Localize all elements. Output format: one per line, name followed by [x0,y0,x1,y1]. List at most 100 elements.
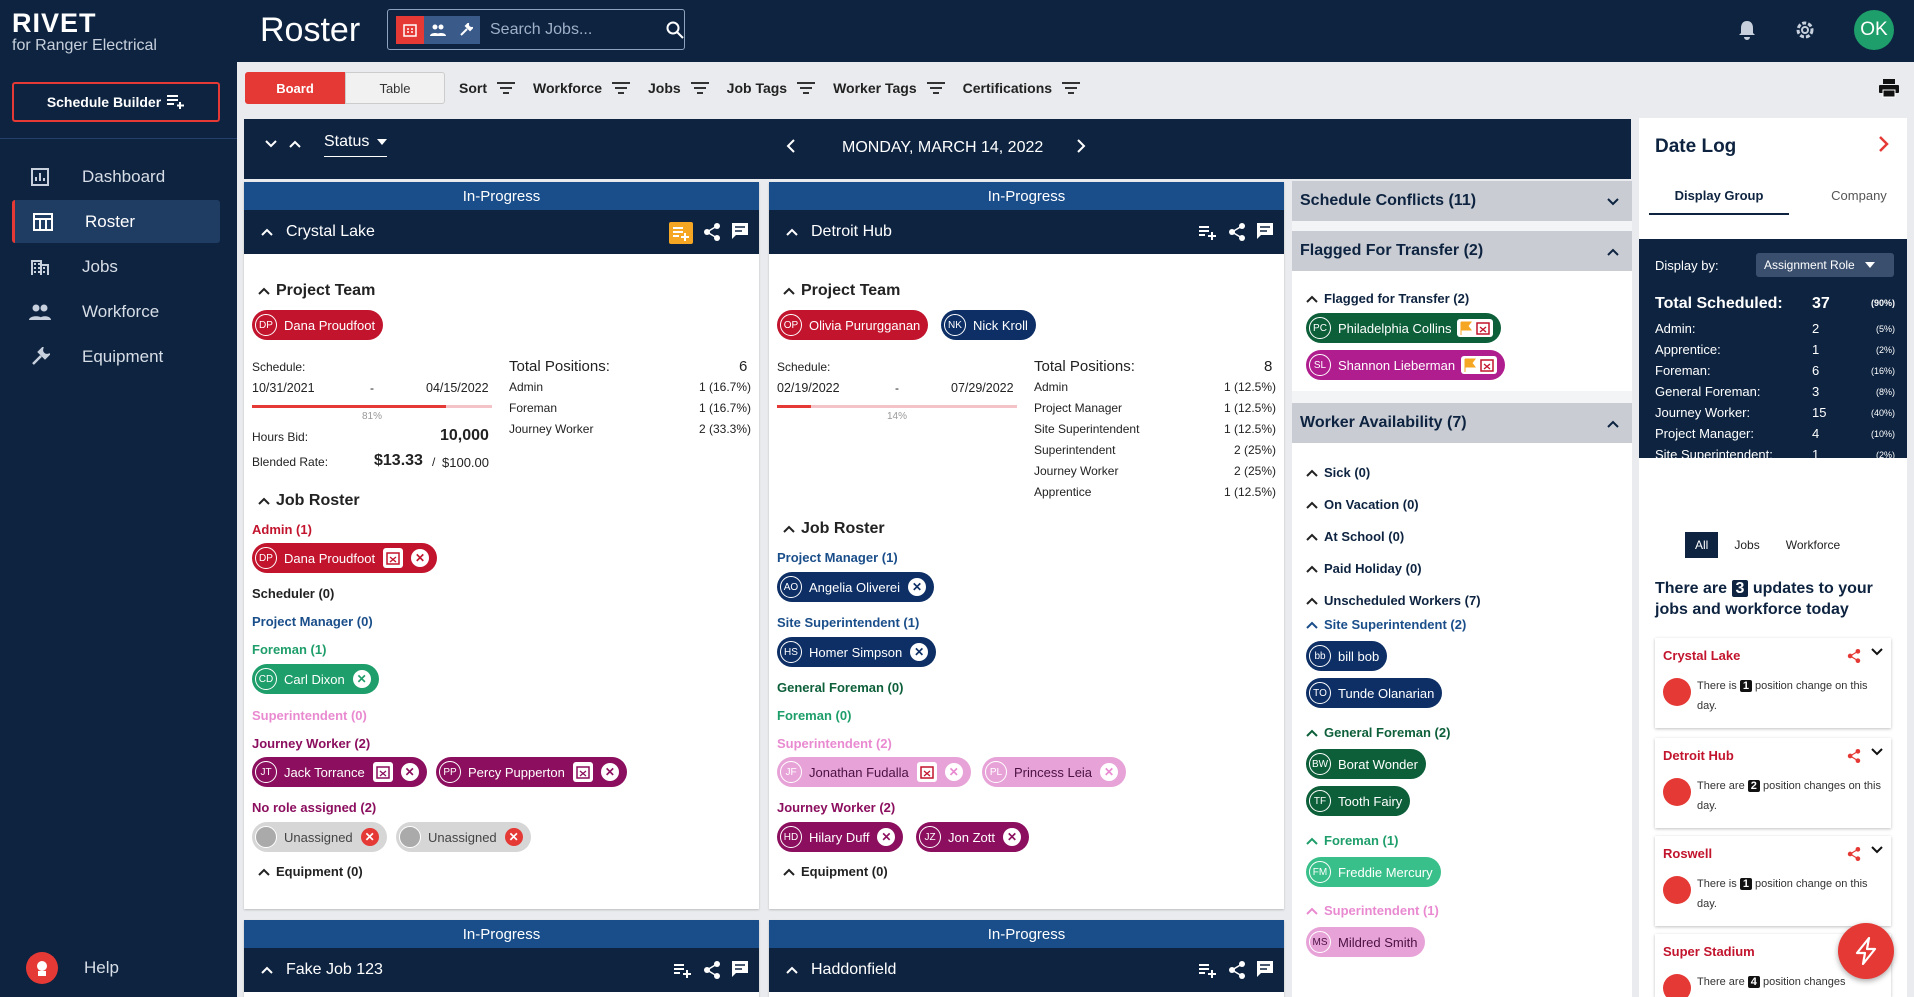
worker-chip[interactable]: JF Jonathan Fudalla ✕ [777,757,971,787]
status-dropdown[interactable]: Status [324,133,388,157]
comment-icon[interactable] [1256,222,1274,240]
worker-chip[interactable]: TO Tunde Olanarian [1306,678,1443,708]
update-card[interactable]: Roswell There is 1 position change on th… [1655,836,1891,926]
display-by-dropdown[interactable]: Assignment Role [1756,253,1894,277]
remove-icon[interactable]: ✕ [1100,763,1119,781]
add-position-icon[interactable] [1198,960,1218,980]
chevron-up-icon[interactable] [260,965,274,975]
availability-group[interactable]: At School (0) [1306,529,1404,544]
role-group-foreman[interactable]: Foreman (1) [1306,833,1398,848]
worker-chip[interactable]: BW Borat Wonder [1306,749,1426,779]
worker-availability-header[interactable]: Worker Availability (7) [1292,403,1632,443]
expand-all-icon[interactable] [288,139,302,149]
job-roster-header[interactable]: Job Roster [783,520,885,538]
help-link[interactable]: Help [26,952,119,984]
sidebar-item-equipment[interactable]: Equipment [12,335,220,378]
share-icon[interactable] [1847,748,1861,764]
worker-chip[interactable]: DP Dana Proudfoot ✕ [252,543,438,573]
filter-workforce[interactable]: Workforce [1785,538,1841,552]
unassigned-chip[interactable]: Unassigned ✕ [252,822,387,852]
comment-icon[interactable] [1256,960,1274,978]
schedule-conflicts-header[interactable]: Schedule Conflicts (11) [1292,181,1632,221]
worker-chip[interactable]: PP Percy Pupperton ✕ [436,757,627,787]
equipment-header[interactable]: Equipment (0) [258,864,363,879]
flag-calendar-icons[interactable] [1457,319,1494,337]
worker-chip[interactable]: AO Angelia Oliverei ✕ [777,572,935,602]
job-tags-filter[interactable]: Job Tags [727,80,816,96]
chevron-down-icon[interactable] [1871,748,1883,756]
availability-group[interactable]: Paid Holiday (0) [1306,561,1422,576]
wrench-filter-icon[interactable] [452,15,480,44]
gear-icon[interactable] [1794,19,1816,41]
user-avatar[interactable]: OK [1854,10,1894,50]
tab-company[interactable]: Company [1831,188,1887,203]
update-card[interactable]: Crystal Lake There is 1 position change … [1655,638,1891,728]
remove-icon[interactable]: ✕ [352,670,371,688]
chevron-up-icon[interactable] [260,227,274,237]
job-roster-header[interactable]: Job Roster [258,492,360,510]
worker-chip[interactable]: JT Jack Torrance ✕ [252,757,427,787]
flag-calendar-icons[interactable] [1461,356,1498,374]
worker-chip[interactable]: NK Nick Kroll [941,310,1036,340]
job-header[interactable]: Detroit Hub [769,210,1284,254]
calendar-conflict-icon[interactable] [916,762,937,782]
search-icon[interactable] [666,21,684,39]
sidebar-item-roster[interactable]: Roster [12,200,220,243]
comment-icon[interactable] [731,960,749,978]
worker-chip[interactable]: MS Mildred Smith [1306,927,1426,957]
worker-chip[interactable]: FM Freddie Mercury [1306,857,1441,887]
remove-icon[interactable]: ✕ [877,828,896,846]
calendar-conflict-icon[interactable] [372,762,393,782]
sidebar-item-jobs[interactable]: Jobs [12,245,220,288]
role-group-general-foreman[interactable]: General Foreman (2) [1306,725,1450,740]
board-view-button[interactable]: Board [245,72,345,104]
people-filter-icon[interactable] [424,15,452,44]
print-icon[interactable] [1878,78,1900,98]
chevron-right-icon[interactable] [1877,134,1891,154]
worker-tags-filter[interactable]: Worker Tags [833,80,945,96]
remove-icon[interactable]: ✕ [908,578,927,596]
sort-filter[interactable]: Sort [459,80,515,96]
quick-action-button[interactable] [1838,923,1894,979]
worker-chip[interactable]: JZ Jon Zott ✕ [916,822,1029,852]
filter-all[interactable]: All [1685,532,1719,558]
sidebar-item-workforce[interactable]: Workforce [12,290,220,333]
chevron-down-icon[interactable] [1871,846,1883,854]
remove-icon[interactable]: ✕ [910,643,929,661]
remove-icon[interactable]: ✕ [411,549,430,567]
worker-chip[interactable]: SL Shannon Lieberman [1306,350,1506,380]
share-icon[interactable] [1847,648,1861,664]
collapse-all-icon[interactable] [264,139,278,149]
certifications-filter[interactable]: Certifications [963,80,1081,96]
worker-chip[interactable]: TF Tooth Fairy [1306,786,1411,816]
remove-icon[interactable]: ✕ [360,828,379,846]
job-header[interactable]: Haddonfield [769,948,1284,992]
sidebar-item-dashboard[interactable]: Dashboard [12,155,220,198]
worker-chip[interactable]: DP Dana Proudfoot [252,310,384,340]
jobs-filter-icon[interactable] [396,15,424,44]
chevron-right-icon[interactable] [1074,137,1088,155]
project-team-header[interactable]: Project Team [783,282,900,300]
job-header[interactable]: Crystal Lake [244,210,759,254]
chevron-up-icon[interactable] [785,227,799,237]
worker-chip[interactable]: CD Carl Dixon ✕ [252,664,379,694]
availability-group[interactable]: Sick (0) [1306,465,1370,480]
calendar-conflict-icon[interactable] [383,548,404,568]
remove-icon[interactable]: ✕ [504,828,523,846]
remove-icon[interactable]: ✕ [400,763,419,781]
unassigned-chip[interactable]: Unassigned ✕ [396,822,531,852]
chevron-left-icon[interactable] [784,137,798,155]
share-icon[interactable] [1228,222,1246,242]
equipment-header[interactable]: Equipment (0) [783,864,888,879]
worker-chip[interactable]: HD Hilary Duff ✕ [777,822,904,852]
flagged-subgroup[interactable]: Flagged for Transfer (2) [1306,291,1469,306]
add-position-icon[interactable] [669,222,693,244]
schedule-builder-button[interactable]: Schedule Builder [12,82,220,122]
role-group-site-superintendent[interactable]: Site Superintendent (2) [1306,617,1466,632]
add-position-icon[interactable] [673,960,693,980]
tab-display-group[interactable]: Display Group [1649,188,1789,215]
project-team-header[interactable]: Project Team [258,282,375,300]
job-header[interactable]: Fake Job 123 [244,948,759,992]
worker-chip[interactable]: HS Homer Simpson ✕ [777,637,937,667]
workforce-filter[interactable]: Workforce [533,80,630,96]
